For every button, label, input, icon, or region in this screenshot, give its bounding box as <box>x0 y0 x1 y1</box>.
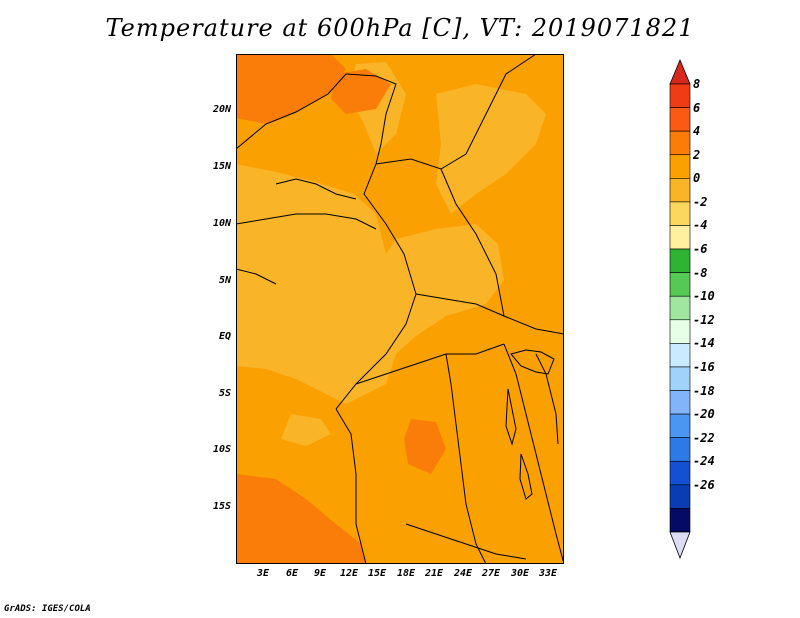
colorbar-label: 4 <box>693 124 701 139</box>
lat-label: 5N <box>218 275 231 286</box>
colorbar-label: 6 <box>693 100 701 115</box>
colorbar-label: -18 <box>693 383 715 398</box>
temp-band-4-6-north <box>236 54 346 124</box>
temp-band-4-6-central <box>404 419 446 474</box>
colorbar-cell <box>669 107 691 132</box>
temp-band-4-6-nc <box>331 69 391 114</box>
lon-label: 6E <box>285 568 299 579</box>
lon-label: 27E <box>481 568 501 579</box>
colorbar-cell <box>669 83 691 108</box>
colorbar-cell <box>669 272 691 297</box>
colorbar-label: 0 <box>693 171 701 186</box>
lon-label: 18E <box>396 568 416 579</box>
colorbar-cell <box>669 201 691 226</box>
lon-label: 21E <box>424 568 444 579</box>
lon-label: 12E <box>339 568 359 579</box>
grads-credit: GrADS: IGES/COLA <box>4 604 91 614</box>
map-border <box>236 54 564 564</box>
lon-label: 24E <box>453 568 473 579</box>
lon-label: 15E <box>367 568 387 579</box>
lat-label: 20N <box>212 104 231 115</box>
colorbar-cell <box>669 390 691 415</box>
colorbar-label: 2 <box>693 147 701 162</box>
colorbar-label: -12 <box>693 312 715 327</box>
colorbar-bottom-arrow <box>669 531 691 560</box>
colorbar-cell <box>669 343 691 368</box>
lat-label: 10N <box>212 218 231 229</box>
colorbar-label: -22 <box>693 430 715 445</box>
colorbar-cells <box>669 83 691 533</box>
colorbar-top-arrow <box>669 58 691 85</box>
colorbar-label: -2 <box>693 194 708 209</box>
temperature-map <box>231 54 564 564</box>
country-borders <box>236 54 564 564</box>
lakes <box>505 349 555 500</box>
lat-label: 5S <box>218 388 231 399</box>
lon-label: 33E <box>538 568 558 579</box>
colorbar-label: -4 <box>693 218 708 233</box>
colorbar-cell <box>669 437 691 462</box>
colorbar <box>669 58 691 560</box>
lat-label: 10S <box>212 444 231 455</box>
lat-label: EQ <box>218 331 231 342</box>
colorbar-cell <box>669 508 691 533</box>
temp-band-0-2 <box>236 62 546 446</box>
colorbar-cell <box>669 484 691 509</box>
colorbar-label: -10 <box>693 289 715 304</box>
colorbar-cell <box>669 130 691 156</box>
colorbar-label: -16 <box>693 359 715 374</box>
colorbar-label: -14 <box>693 336 715 351</box>
colorbar-cell <box>669 460 691 486</box>
colorbar-cell <box>669 366 691 391</box>
lon-label: 9E <box>313 568 327 579</box>
colorbar-cell <box>669 413 691 438</box>
colorbar-cell <box>669 225 691 250</box>
colorbar-cell <box>669 319 691 344</box>
colorbar-label: -26 <box>693 477 715 492</box>
colorbar-label: -20 <box>693 407 715 422</box>
lat-label: 15N <box>212 161 231 172</box>
map-panel <box>231 54 564 564</box>
lon-label: 3E <box>256 568 270 579</box>
colorbar-cell <box>669 295 691 321</box>
temp-band-4-6-south <box>236 474 366 564</box>
colorbar-label: -6 <box>693 242 708 257</box>
colorbar-cell <box>669 154 691 179</box>
lon-label: 30E <box>510 568 530 579</box>
colorbar-cell <box>669 178 691 203</box>
colorbar-label: -8 <box>693 265 708 280</box>
colorbar-label: 8 <box>693 77 701 91</box>
colorbar-label: -24 <box>693 454 715 469</box>
lat-label: 15S <box>212 501 231 512</box>
colorbar-cell <box>669 248 691 273</box>
map-title: Temperature at 600hPa [C], VT: 201907182… <box>105 14 695 42</box>
